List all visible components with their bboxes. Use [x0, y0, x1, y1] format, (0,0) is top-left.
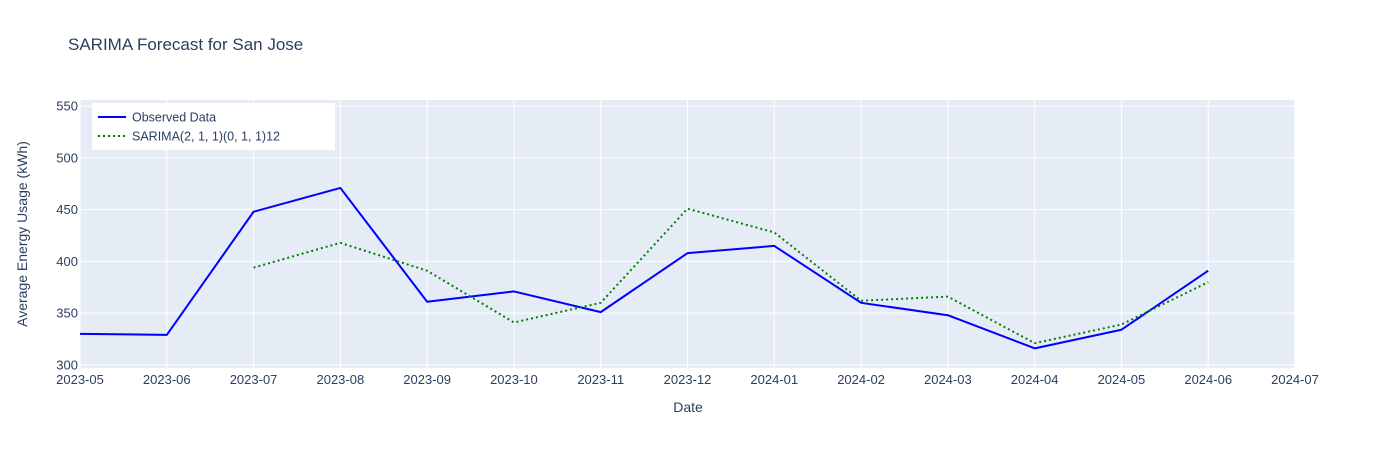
- x-axis-title: Date: [673, 399, 703, 415]
- y-tick-label: 300: [56, 357, 78, 372]
- data-point[interactable]: [942, 309, 954, 321]
- x-tick-label: 2024-03: [924, 372, 972, 387]
- y-tick-label: 500: [56, 150, 78, 165]
- data-point[interactable]: [421, 296, 433, 308]
- x-tick-label: 2023-12: [664, 372, 712, 387]
- data-point[interactable]: [508, 316, 520, 328]
- y-axis-ticks: 300 350 400 450 500 550: [56, 99, 78, 373]
- series-0: [74, 182, 1214, 350]
- data-point[interactable]: [421, 265, 433, 277]
- x-tick-label: 2024-07: [1271, 372, 1319, 387]
- sarima-forecast-line: [253, 207, 1209, 345]
- x-tick-label: 2024-05: [1098, 372, 1146, 387]
- data-point[interactable]: [248, 206, 260, 218]
- x-tick-label: 2023-08: [316, 372, 364, 387]
- data-point[interactable]: [1202, 276, 1214, 288]
- data-point[interactable]: [595, 297, 607, 309]
- x-tick-label: 2023-09: [403, 372, 451, 387]
- data-point[interactable]: [682, 247, 694, 259]
- data-point[interactable]: [1029, 337, 1041, 349]
- x-axis-ticks: 2023-05 2023-06 2023-07 2023-08 2023-09 2023-…: [56, 372, 1319, 387]
- data-point[interactable]: [74, 328, 86, 340]
- x-tick-label: 2023-07: [230, 372, 278, 387]
- legend-box: [92, 103, 335, 150]
- legend-label-observed: Observed Data: [132, 111, 216, 125]
- x-tick-label: 2023-10: [490, 372, 538, 387]
- data-point[interactable]: [161, 329, 173, 341]
- data-point[interactable]: [334, 182, 346, 194]
- observed-line: [79, 186, 1209, 350]
- y-tick-label: 550: [56, 99, 78, 114]
- y-tick-label: 450: [56, 202, 78, 217]
- x-tick-label: 2024-02: [837, 372, 885, 387]
- data-point[interactable]: [248, 262, 260, 274]
- legend[interactable]: Observed Data SARIMA(2, 1, 1)(0, 1, 1)12: [92, 103, 335, 150]
- data-point[interactable]: [508, 285, 520, 297]
- series-layer: [74, 182, 1214, 350]
- x-tick-label: 2023-06: [143, 372, 191, 387]
- chart-title: SARIMA Forecast for San Jose: [68, 35, 303, 54]
- data-point[interactable]: [682, 203, 694, 215]
- data-point[interactable]: [855, 295, 867, 307]
- x-tick-label: 2024-01: [750, 372, 798, 387]
- y-axis-title: Average Energy Usage (kWh): [14, 141, 30, 327]
- data-point[interactable]: [768, 240, 780, 252]
- data-point[interactable]: [1115, 319, 1127, 331]
- data-point[interactable]: [1202, 265, 1214, 277]
- data-point[interactable]: [942, 291, 954, 303]
- x-tick-label: 2024-04: [1011, 372, 1059, 387]
- y-tick-label: 400: [56, 254, 78, 269]
- data-point[interactable]: [768, 226, 780, 238]
- y-tick-label: 350: [56, 306, 78, 321]
- x-tick-label: 2023-05: [56, 372, 104, 387]
- x-tick-label: 2023-11: [577, 372, 624, 387]
- series-1: [248, 203, 1214, 349]
- legend-label-sarima: SARIMA(2, 1, 1)(0, 1, 1)12: [132, 130, 280, 144]
- x-tick-label: 2024-06: [1184, 372, 1232, 387]
- data-point[interactable]: [334, 237, 346, 249]
